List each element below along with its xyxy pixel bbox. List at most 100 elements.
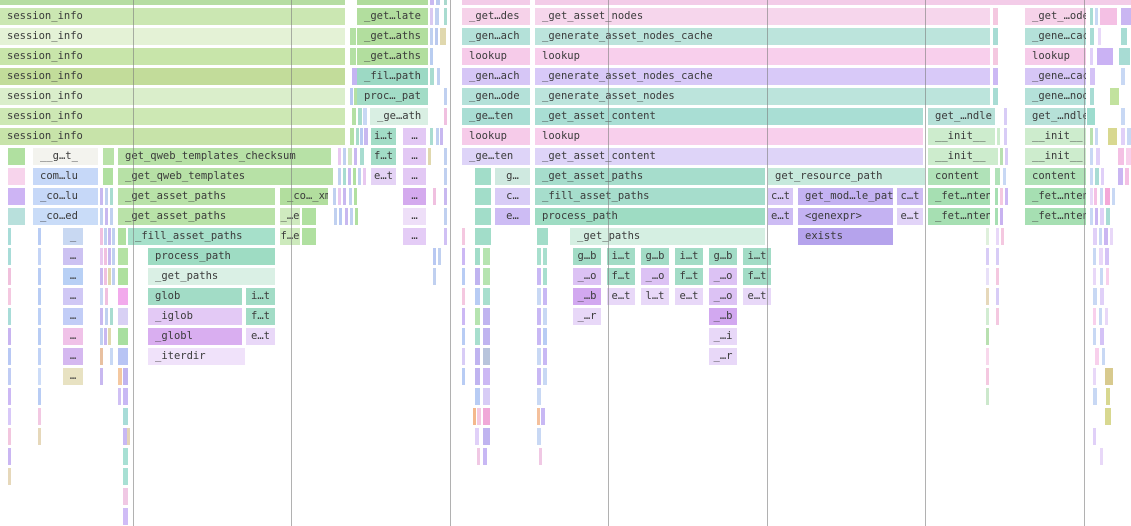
frame-fragment[interactable] [430,0,434,5]
frame-init[interactable]: __init__ [928,148,995,165]
frame-i-t[interactable]: i…t [743,248,771,265]
frame-fragment[interactable] [477,448,480,465]
frame-fragment[interactable] [543,248,547,265]
frame-fragment[interactable] [996,288,999,305]
frame-fragment[interactable] [8,368,11,385]
frame-exists[interactable]: exists [798,228,893,245]
frame-fragment[interactable] [995,208,998,225]
frame-fragment[interactable] [1100,208,1104,225]
frame-fragment[interactable] [1119,48,1130,65]
frame-fragment[interactable] [112,228,115,245]
frame-fragment[interactable] [440,128,443,145]
frame-fragment[interactable] [0,0,345,5]
frame-fragment[interactable] [1125,168,1129,185]
frame-fragment[interactable] [1100,8,1117,25]
frame-fragment[interactable] [444,168,447,185]
frame-fragment[interactable] [483,368,490,385]
frame-fragment[interactable] [343,188,346,205]
frame-fragment[interactable] [1102,348,1105,365]
frame-ge-ten[interactable]: _ge…ten [462,148,530,165]
frame-fragment[interactable] [363,108,367,125]
frame-gen-ode[interactable]: _gen…ode [462,88,530,105]
frame-fragment[interactable] [8,428,11,445]
frame-session-info[interactable]: session_info [0,128,345,145]
frame-fragment[interactable] [444,88,447,105]
frame-fragment[interactable] [358,168,361,185]
frame-fragment[interactable] [1093,268,1096,285]
frame-fragment[interactable] [350,48,356,65]
frame-get-asset-content[interactable]: _get_asset_content [535,108,923,125]
frame-fragment[interactable] [537,388,541,405]
frame-fragment[interactable] [110,208,113,225]
frame-ellipsis[interactable]: _ [63,228,83,245]
frame-fragment[interactable] [1099,228,1102,245]
frame-fragment[interactable] [444,208,447,225]
frame-fragment[interactable] [1005,148,1008,165]
frame-fragment[interactable] [995,148,998,165]
frame-init[interactable]: __init__ [1025,128,1086,145]
frame-fragment[interactable] [104,328,107,345]
frame-fragment[interactable] [475,268,480,285]
frame-fragment[interactable] [338,168,341,185]
frame-fragment[interactable] [123,408,128,425]
frame-fragment[interactable] [1110,228,1113,245]
frame-fragment[interactable] [1000,208,1003,225]
frame-fragment[interactable] [1090,168,1093,185]
frame-g[interactable]: g… [495,168,530,185]
frame-fragment[interactable] [1093,248,1096,265]
frame-fragment[interactable] [477,408,481,425]
frame-fragment[interactable] [104,268,107,285]
frame-fragment[interactable] [1090,188,1093,205]
frame-fragment[interactable] [1095,208,1098,225]
frame-fragment[interactable] [1097,48,1113,65]
frame-fragment[interactable] [462,228,465,245]
frame-fill-asset-paths[interactable]: _fill_asset_paths [128,228,275,245]
frame-fragment[interactable] [118,368,122,385]
frame-iglob[interactable]: _iglob [148,308,242,325]
frame-fragment[interactable] [993,28,998,45]
frame-fragment[interactable] [537,228,548,245]
frame-fragment[interactable] [108,228,111,245]
frame-fragment[interactable] [1093,308,1096,325]
frame-fragment[interactable] [462,268,465,285]
frame-fragment[interactable] [123,368,128,385]
frame-i-t[interactable]: i…t [246,288,275,305]
frame-ellipsis[interactable]: … [63,288,83,305]
frame-fragment[interactable] [1100,448,1103,465]
frame-session-info[interactable]: session_info [0,8,345,25]
frame-fragment[interactable] [1100,188,1103,205]
frame-fil-path[interactable]: _fil…path [357,68,428,85]
frame-fragment[interactable] [996,228,999,245]
frame-get-odes[interactable]: _get_…odes [1025,8,1086,25]
frame-fragment[interactable] [104,248,107,265]
frame-fragment[interactable] [483,308,490,325]
frame-g-b[interactable]: g…b [641,248,669,265]
frame-session-info[interactable]: session_info [0,28,345,45]
frame-get-asset-paths[interactable]: _get_asset_paths [118,208,275,225]
frame-c-t[interactable]: c…t [897,188,923,205]
frame-fragment[interactable] [110,308,113,325]
frame-fragment[interactable] [1093,228,1097,245]
frame-fragment[interactable] [38,408,41,425]
frame-fragment[interactable] [475,388,480,405]
frame-fragment[interactable] [483,388,490,405]
frame-fragment[interactable] [436,128,439,145]
frame-fragment[interactable] [1100,328,1104,345]
frame-fragment[interactable] [38,248,41,265]
frame-fragment[interactable] [473,408,476,425]
frame-generate-asset-nodes-cache[interactable]: _generate_asset_nodes_cache [535,28,990,45]
frame-e-t[interactable]: e…t [675,288,703,305]
frame-com-lu[interactable]: com…lu [33,168,98,185]
frame-fragment[interactable] [483,428,490,445]
frame-fragment[interactable] [543,368,547,385]
frame-fragment[interactable] [8,408,11,425]
frame-genexpr[interactable]: <genexpr> [798,208,893,225]
frame-c-t[interactable]: c…t [768,188,793,205]
frame-fragment[interactable] [354,188,357,205]
frame-fragment[interactable] [100,188,103,205]
frame-fragment[interactable] [100,348,103,365]
frame-fragment[interactable] [333,188,336,205]
frame-fragment[interactable] [537,328,541,345]
frame-fet-nten[interactable]: _fet…nten [1025,208,1086,225]
frame-fragment[interactable] [1095,128,1098,145]
